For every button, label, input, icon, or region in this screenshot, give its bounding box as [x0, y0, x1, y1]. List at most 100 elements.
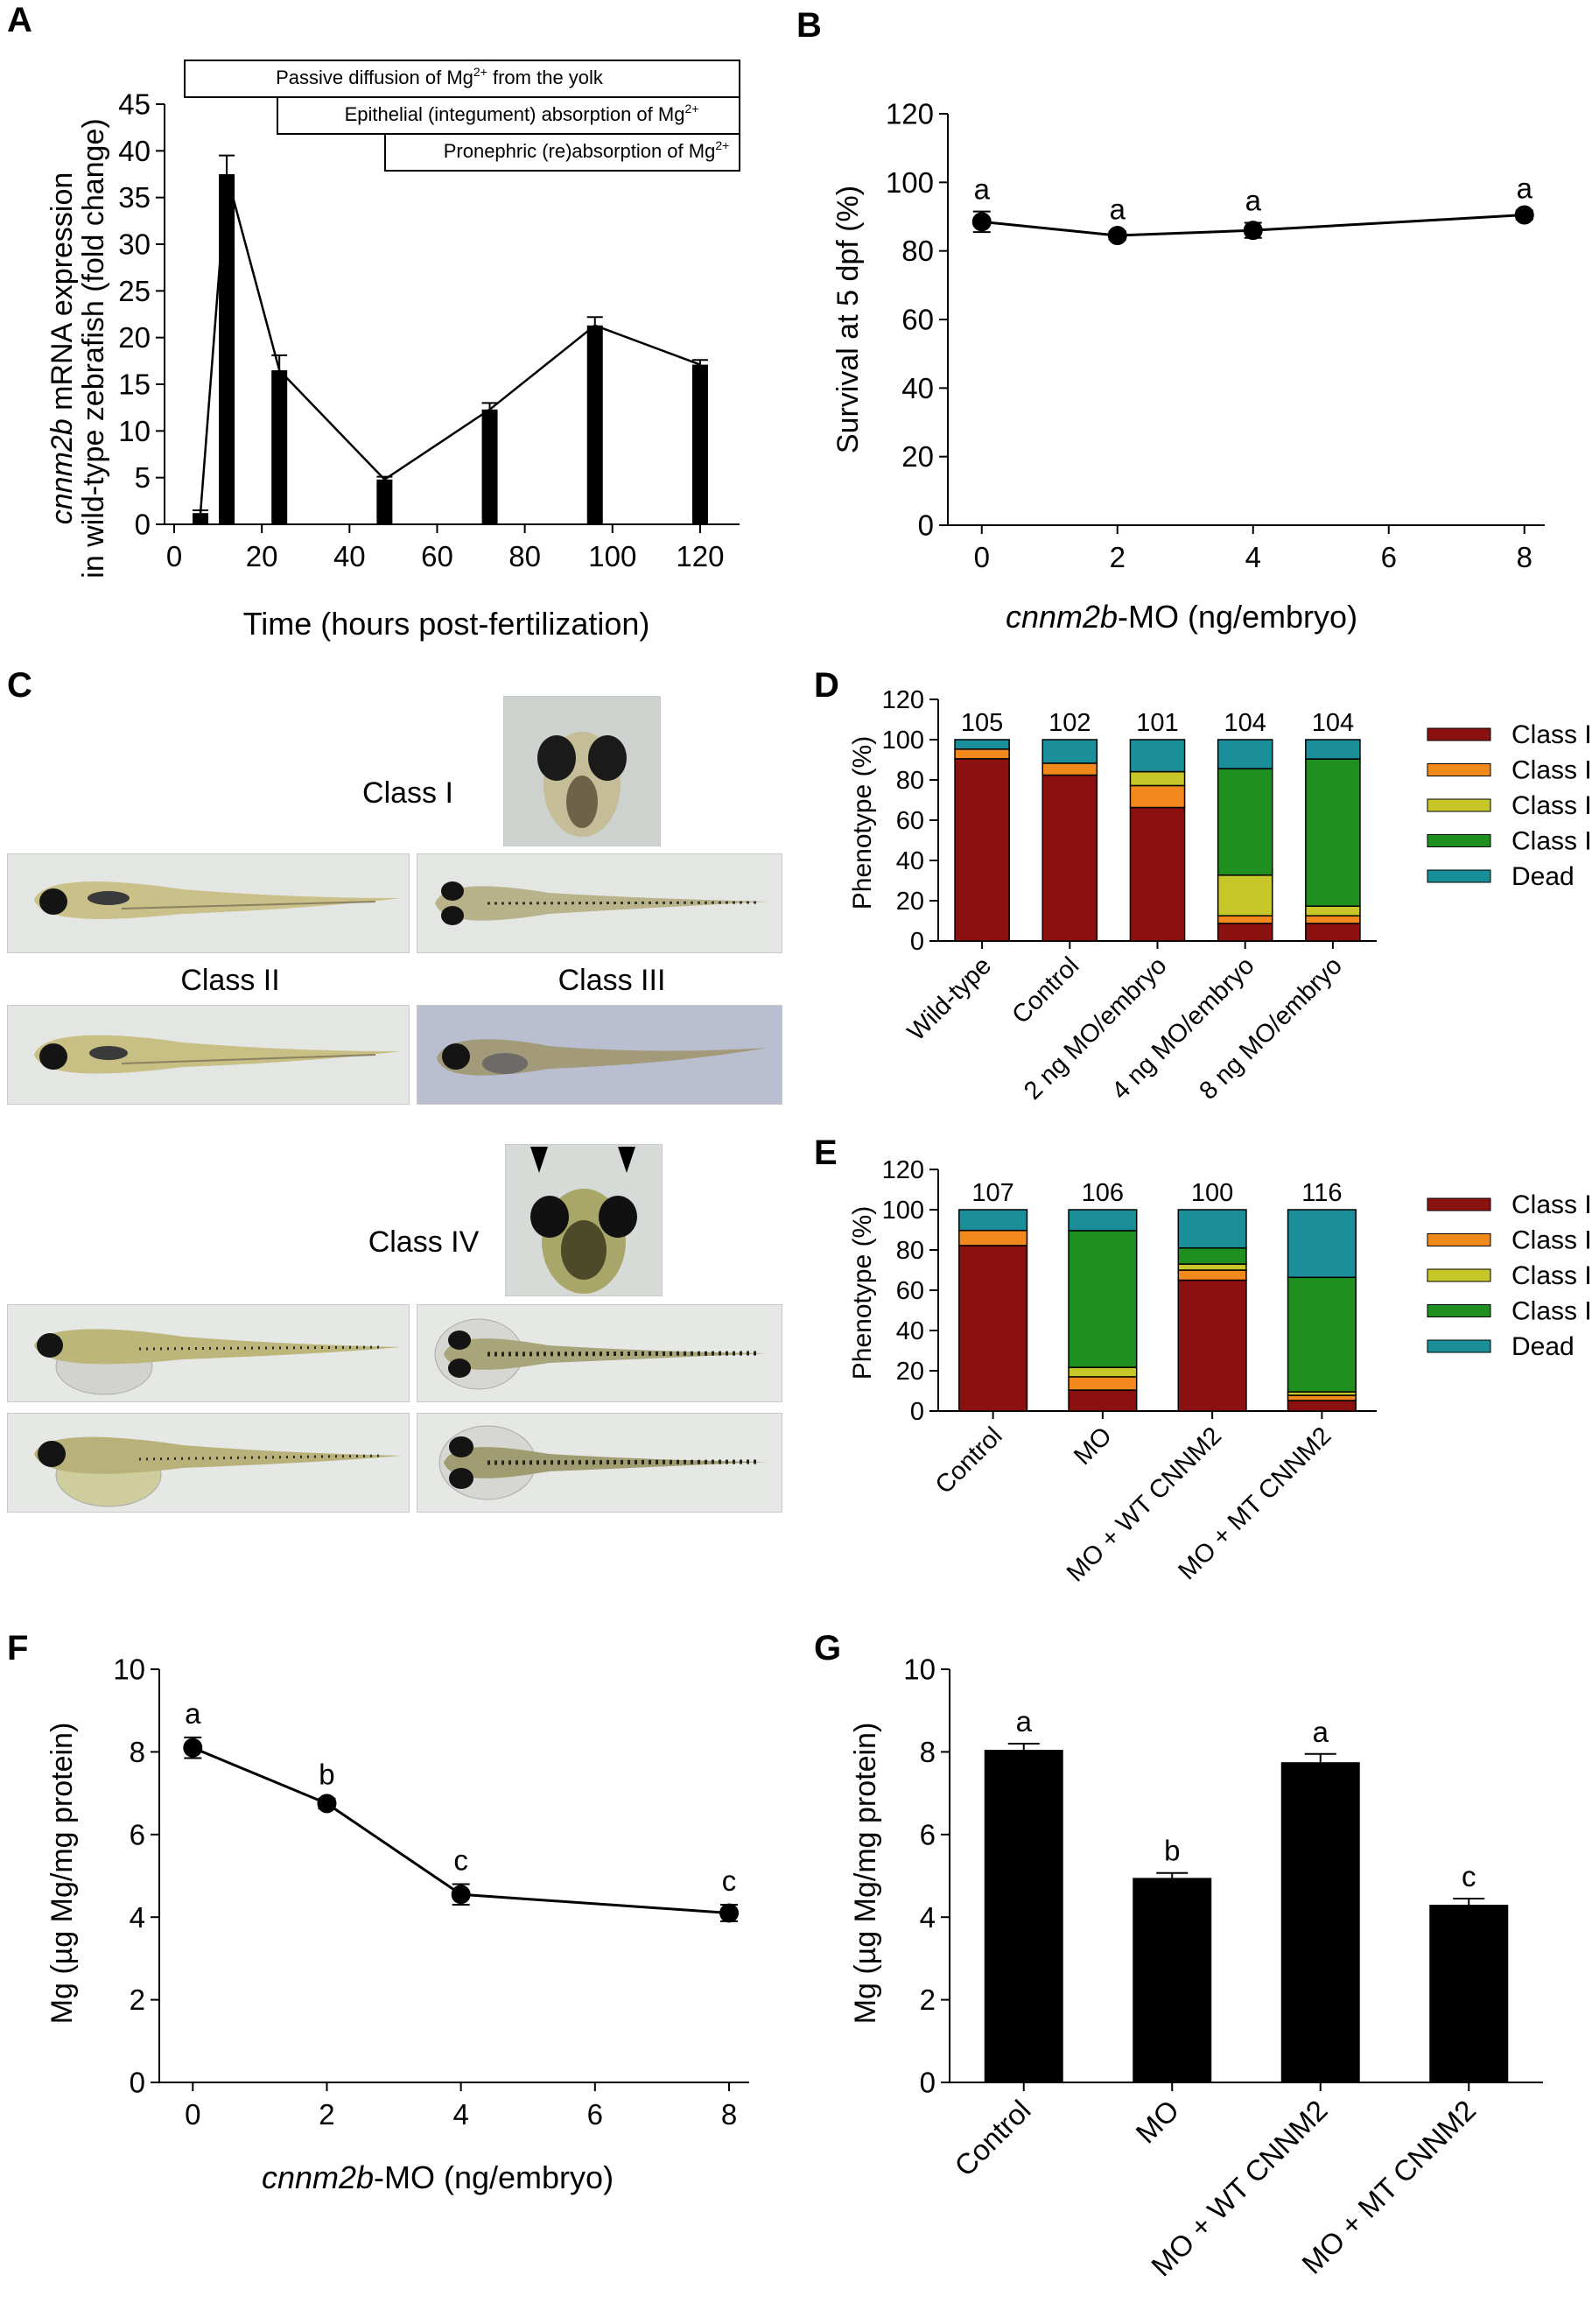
sample-size-label: 102	[1048, 709, 1091, 737]
y-axis-label: cnnm2b mRNA expression	[46, 172, 79, 525]
sample-size-label: 100	[1191, 1179, 1233, 1207]
legend-label: Class IV	[1511, 827, 1592, 856]
x-tick-label: 6	[1381, 541, 1397, 573]
x-tick-label: 4	[452, 2098, 468, 2131]
y-tick-label: 4	[130, 1901, 145, 1934]
trend-line	[199, 173, 701, 514]
sample-size-label: 106	[1082, 1179, 1124, 1207]
photo-class-i-lateral	[7, 853, 410, 953]
annotation-passive-diffusion: Passive diffusion of Mg2+ from the yolk	[276, 65, 604, 88]
chart-panel-d: Phenotype (%) 0 20 40 60 80 100 120 105 Wild-typ…	[848, 686, 1592, 1106]
sample-size-label: 116	[1301, 1179, 1342, 1207]
class-iv-label: Class IV	[368, 1225, 480, 1259]
sample-size-label: 101	[1136, 709, 1178, 737]
significance-letter: a	[185, 1697, 201, 1730]
data-point	[1107, 226, 1127, 246]
annotation-box	[384, 133, 740, 172]
arrowhead-icon	[618, 1147, 635, 1173]
y-tick-label: 15	[118, 369, 151, 401]
y-tick-label: 80	[896, 767, 924, 795]
significance-letter: c	[1462, 1860, 1476, 1892]
stacked-bar-segment	[1041, 762, 1098, 776]
legend-label: Class I	[1511, 720, 1592, 749]
stacked-bar-segment	[958, 1229, 1028, 1246]
stacked-bar-segment	[1287, 1394, 1357, 1401]
y-tick-label: 80	[901, 235, 934, 267]
photo-class-iv-head-dorsal	[505, 1144, 663, 1296]
x-tick-label: 6	[587, 2098, 603, 2131]
x-tick-label: 80	[508, 540, 541, 572]
stacked-bar-segment	[1305, 923, 1361, 942]
y-tick-label: 20	[118, 321, 151, 354]
stacked-bar-segment	[954, 758, 1010, 942]
stacked-bar-segment	[1041, 739, 1098, 764]
x-tick-label: Control	[930, 1422, 1008, 1499]
chart-panel-a: cnnm2b mRNA expression in wild-type zebr…	[46, 60, 740, 642]
x-tick-label: 0	[185, 2098, 200, 2131]
legend-swatch	[1427, 1268, 1491, 1282]
sample-size-label: 104	[1312, 709, 1354, 737]
y-tick-label: 6	[130, 1818, 145, 1850]
annotation-epithelial-absorption: Epithelial (integument) absorption of Mg…	[345, 102, 699, 125]
significance-letter: a	[1517, 172, 1533, 204]
significance-letter: a	[974, 173, 991, 206]
legend-swatch	[1427, 1304, 1491, 1317]
y-tick-label: 10	[118, 415, 151, 447]
stacked-bar-segment	[1287, 1209, 1357, 1279]
data-point	[971, 212, 992, 232]
sample-size-label: 105	[961, 709, 1003, 737]
bar	[586, 325, 603, 524]
x-tick-label: 2	[319, 2098, 334, 2131]
stacked-bar-segment	[1129, 784, 1186, 809]
bar	[691, 364, 708, 524]
bar	[1133, 1878, 1212, 2082]
stacked-bar-segment	[1068, 1230, 1138, 1368]
y-tick-label: 0	[910, 1398, 924, 1426]
y-tick-label: 8	[920, 1736, 936, 1768]
chart-panel-f: Mg (µg Mg/mg protein) cnnm2b-MO (ng/embr…	[46, 1653, 749, 2195]
stacked-bar-segment	[1129, 739, 1186, 773]
y-tick-label: 20	[896, 888, 924, 916]
y-tick-label: 35	[118, 181, 151, 214]
sample-size-label: 107	[971, 1179, 1013, 1207]
photo-class-iv-dorsal-1	[417, 1304, 782, 1402]
y-tick-label: 6	[920, 1818, 936, 1850]
y-tick-label: 0	[920, 2067, 936, 2099]
class-ii-label: Class II	[180, 964, 279, 997]
stacked-bar-segment	[1177, 1209, 1247, 1249]
sample-size-label: 104	[1224, 709, 1266, 737]
stacked-bar-segment	[1217, 874, 1273, 916]
series-line	[192, 1746, 730, 1914]
significance-letter: a	[1016, 1705, 1033, 1738]
panel-letter-c: C	[7, 666, 32, 705]
y-tick-label: 20	[901, 440, 934, 473]
x-axis-label: Time (hours post-fertilization)	[243, 606, 650, 642]
y-tick-label: 45	[118, 88, 151, 121]
x-tick-label: MO	[1069, 1422, 1118, 1471]
y-tick-label: 25	[118, 275, 151, 307]
y-tick-label: 8	[130, 1736, 145, 1768]
data-point	[183, 1738, 203, 1758]
stacked-bar-segment	[1068, 1376, 1138, 1391]
stacked-bar-segment	[1217, 739, 1273, 769]
stacked-bar-segment	[1129, 806, 1186, 942]
data-point	[1243, 221, 1263, 241]
stacked-bar-segment	[1129, 770, 1186, 787]
y-tick-label: 60	[901, 304, 934, 336]
stacked-bar-segment	[1177, 1246, 1247, 1265]
x-tick-label: 0	[166, 540, 182, 572]
x-tick-label: 2	[1110, 541, 1126, 573]
bar	[984, 1750, 1063, 2082]
legend-label: Class II	[1511, 1226, 1592, 1255]
y-tick-label: 4	[920, 1901, 936, 1934]
stacked-bar-segment	[1217, 915, 1273, 924]
significance-letter: a	[1313, 1716, 1329, 1748]
y-tick-label: 120	[882, 686, 924, 714]
class-i-label: Class I	[362, 776, 453, 810]
panel-letter-g: G	[814, 1629, 841, 1668]
stacked-bar-segment	[1177, 1269, 1247, 1281]
y-axis-label: Phenotype (%)	[848, 736, 877, 909]
y-axis-label: Survival at 5 dpf (%)	[831, 186, 865, 453]
x-tick-label: 8	[1517, 541, 1532, 573]
series-line	[981, 214, 1525, 237]
